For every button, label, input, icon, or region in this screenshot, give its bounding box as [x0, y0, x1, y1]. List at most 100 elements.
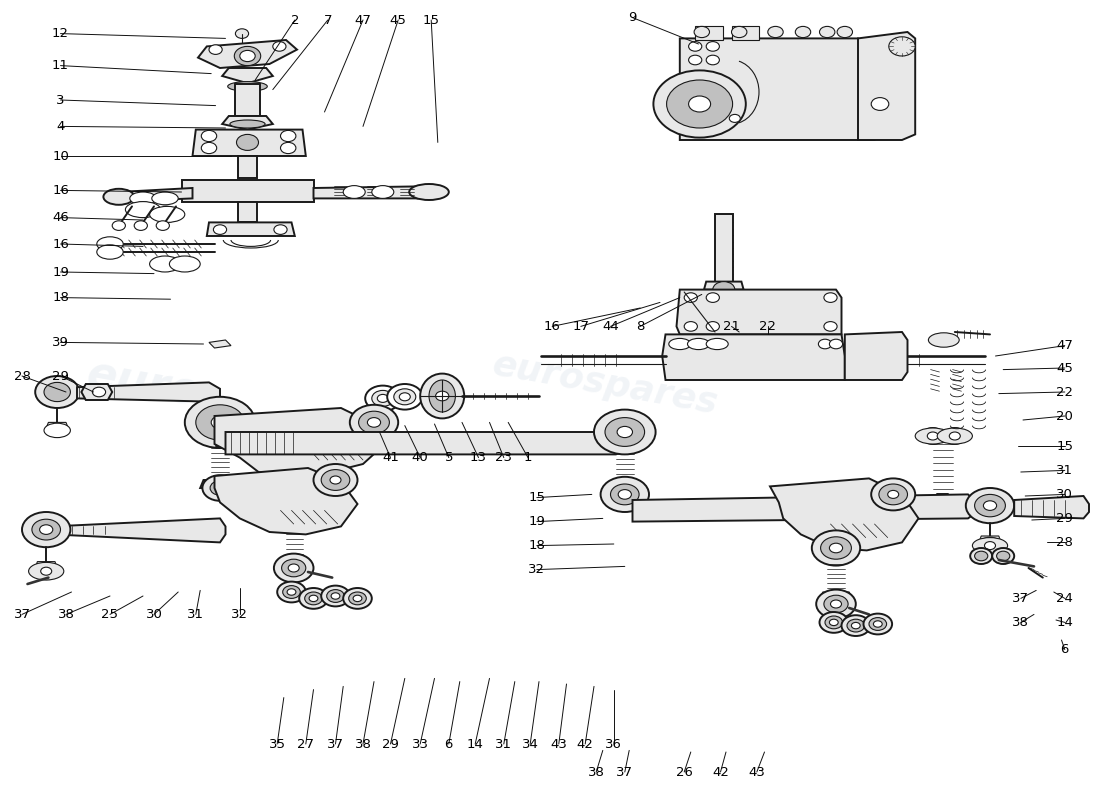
Text: 45: 45 [1056, 362, 1074, 374]
Polygon shape [820, 592, 852, 600]
Circle shape [331, 593, 340, 599]
Circle shape [321, 470, 350, 490]
Circle shape [706, 55, 719, 65]
Text: 31: 31 [187, 608, 205, 621]
Circle shape [689, 96, 711, 112]
Circle shape [824, 293, 837, 302]
Text: 3: 3 [56, 94, 65, 106]
Polygon shape [680, 38, 874, 140]
Circle shape [234, 46, 261, 66]
Circle shape [820, 612, 848, 633]
Ellipse shape [103, 189, 134, 205]
Text: 8: 8 [636, 320, 645, 333]
Text: 30: 30 [1056, 488, 1074, 501]
Circle shape [927, 432, 938, 440]
Text: 23: 23 [495, 451, 513, 464]
Polygon shape [704, 282, 744, 290]
Ellipse shape [97, 245, 123, 259]
Circle shape [41, 567, 52, 575]
Circle shape [372, 390, 394, 406]
Circle shape [871, 98, 889, 110]
Polygon shape [53, 518, 225, 542]
Circle shape [706, 322, 719, 331]
Text: 15: 15 [528, 491, 546, 504]
Circle shape [711, 339, 724, 349]
Text: 15: 15 [1056, 440, 1074, 453]
Text: 10: 10 [52, 150, 69, 162]
Circle shape [343, 588, 372, 609]
Polygon shape [858, 32, 915, 140]
Circle shape [732, 26, 747, 38]
Text: 21: 21 [723, 320, 740, 333]
Circle shape [879, 484, 908, 505]
Circle shape [706, 293, 719, 302]
Polygon shape [226, 432, 625, 454]
Bar [695, 26, 723, 40]
Circle shape [837, 26, 852, 38]
Text: 18: 18 [52, 291, 69, 304]
Text: 14: 14 [466, 738, 484, 750]
Circle shape [92, 387, 106, 397]
Ellipse shape [928, 333, 959, 347]
Circle shape [359, 411, 389, 434]
Ellipse shape [937, 428, 972, 444]
Ellipse shape [169, 256, 200, 272]
Text: 30: 30 [145, 608, 163, 621]
Polygon shape [314, 186, 429, 198]
Text: 6: 6 [444, 738, 453, 750]
Text: eurospares: eurospares [490, 347, 720, 421]
Text: 34: 34 [521, 738, 539, 750]
Circle shape [350, 405, 398, 440]
Text: 17: 17 [572, 320, 590, 333]
Ellipse shape [230, 120, 265, 128]
Ellipse shape [97, 237, 123, 251]
Polygon shape [632, 494, 977, 522]
Circle shape [112, 221, 125, 230]
Circle shape [349, 592, 366, 605]
Polygon shape [182, 180, 314, 202]
Text: 42: 42 [712, 766, 729, 778]
Ellipse shape [130, 192, 156, 205]
Polygon shape [192, 130, 306, 156]
Circle shape [175, 257, 195, 271]
Text: 12: 12 [52, 27, 69, 40]
Text: 29: 29 [1056, 512, 1074, 525]
Circle shape [935, 334, 953, 346]
Circle shape [132, 202, 154, 218]
Text: 35: 35 [268, 738, 286, 750]
Circle shape [979, 538, 1001, 554]
Circle shape [240, 50, 255, 62]
Circle shape [824, 595, 848, 613]
Circle shape [274, 225, 287, 234]
Text: 28: 28 [1056, 536, 1074, 549]
Circle shape [689, 42, 702, 51]
Text: 44: 44 [602, 320, 619, 333]
Circle shape [829, 339, 843, 349]
Circle shape [280, 142, 296, 154]
Ellipse shape [409, 184, 449, 200]
Circle shape [299, 588, 328, 609]
Ellipse shape [429, 380, 455, 412]
Text: 25: 25 [101, 608, 119, 621]
Text: 2: 2 [290, 14, 299, 26]
Circle shape [729, 114, 740, 122]
Circle shape [692, 339, 705, 349]
Circle shape [818, 339, 832, 349]
Circle shape [353, 595, 362, 602]
Circle shape [610, 484, 639, 505]
Text: 29: 29 [382, 738, 399, 750]
Ellipse shape [706, 338, 728, 350]
Circle shape [288, 564, 299, 572]
Text: 5: 5 [444, 451, 453, 464]
Circle shape [210, 481, 230, 495]
Text: 37: 37 [616, 766, 634, 778]
Text: 47: 47 [354, 14, 372, 26]
Circle shape [812, 530, 860, 566]
Circle shape [820, 26, 835, 38]
Circle shape [873, 621, 882, 627]
Circle shape [44, 382, 70, 402]
Circle shape [605, 418, 645, 446]
Circle shape [997, 551, 1010, 561]
Circle shape [399, 393, 410, 401]
Polygon shape [676, 290, 842, 334]
